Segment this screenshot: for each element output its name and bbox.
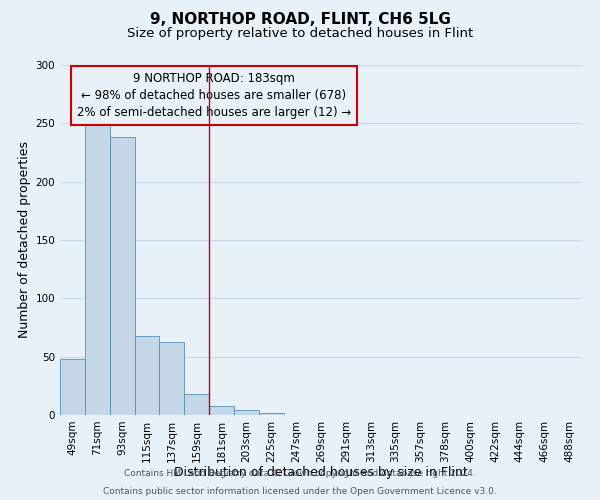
Bar <box>259 412 284 415</box>
Bar <box>234 410 259 415</box>
Bar <box>160 342 184 415</box>
Text: Size of property relative to detached houses in Flint: Size of property relative to detached ho… <box>127 28 473 40</box>
Y-axis label: Number of detached properties: Number of detached properties <box>18 142 31 338</box>
Bar <box>209 406 234 415</box>
X-axis label: Distribution of detached houses by size in Flint: Distribution of detached houses by size … <box>174 466 468 479</box>
Bar <box>184 394 209 415</box>
Text: Contains HM Land Registry data © Crown copyright and database right 2024.: Contains HM Land Registry data © Crown c… <box>124 470 476 478</box>
Text: 9, NORTHOP ROAD, FLINT, CH6 5LG: 9, NORTHOP ROAD, FLINT, CH6 5LG <box>149 12 451 28</box>
Bar <box>110 138 134 415</box>
Bar <box>60 359 85 415</box>
Text: 9 NORTHOP ROAD: 183sqm
← 98% of detached houses are smaller (678)
2% of semi-det: 9 NORTHOP ROAD: 183sqm ← 98% of detached… <box>77 72 351 119</box>
Bar <box>85 122 110 415</box>
Bar <box>134 336 160 415</box>
Text: Contains public sector information licensed under the Open Government Licence v3: Contains public sector information licen… <box>103 488 497 496</box>
